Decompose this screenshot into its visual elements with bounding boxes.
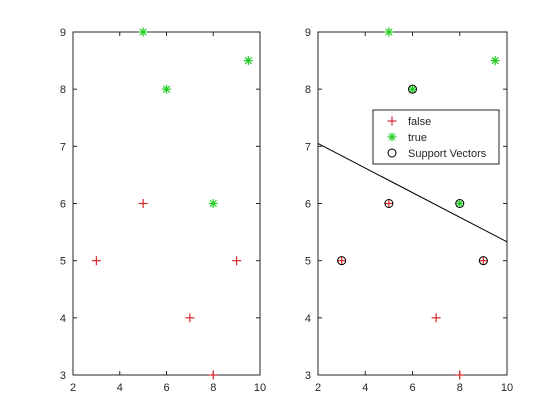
y-tick-label: 5	[60, 256, 66, 268]
legend-marker	[387, 116, 397, 126]
data-point	[490, 56, 500, 66]
data-point	[478, 256, 488, 266]
series-2	[138, 27, 253, 208]
data-point-d2	[456, 199, 464, 208]
y-tick-label: 6	[305, 199, 311, 211]
data-point	[138, 199, 148, 208]
data-point	[185, 313, 195, 323]
legend-label: Support Vectors	[408, 148, 487, 160]
y-tick-label: 4	[305, 313, 311, 325]
x-tick-label: 4	[362, 382, 368, 394]
data-point	[384, 199, 394, 208]
y-tick-label: 7	[60, 141, 66, 153]
data-point	[208, 199, 218, 208]
data-point	[408, 84, 417, 94]
series-support-vectors	[337, 84, 488, 266]
data-point	[384, 199, 394, 208]
x-tick-label: 2	[315, 382, 321, 394]
legend-marker-d2	[388, 133, 396, 141]
y-tick-label: 8	[305, 84, 311, 96]
y-tick-label: 4	[60, 313, 66, 325]
x-tick-label: 10	[501, 382, 513, 394]
chart-panel-2: 2 4 6 8 10 3 4 5 6 7 8 9 false true Support Vectors	[305, 27, 513, 394]
plot-area	[317, 31, 508, 376]
x-tick-label: 4	[117, 382, 123, 394]
x-tick-label: 8	[210, 382, 216, 394]
data-point	[408, 84, 417, 94]
y-tick-label: 3	[60, 370, 66, 382]
x-tick-label: 10	[254, 382, 266, 394]
y-tick-label: 7	[305, 141, 311, 153]
data-point-d2	[491, 56, 499, 65]
x-tick-label: 2	[70, 382, 76, 394]
data-point	[243, 56, 253, 66]
data-point	[162, 84, 171, 94]
data-point-d2	[162, 85, 171, 93]
series-1	[91, 199, 242, 380]
data-point-d2	[139, 28, 147, 36]
data-point	[478, 256, 488, 266]
data-point-d2	[244, 56, 252, 65]
y-tick-label: 9	[60, 27, 66, 39]
y-tick-label: 8	[60, 84, 66, 96]
legend-label: false	[408, 116, 431, 128]
data-point	[455, 199, 465, 208]
plot-area	[72, 31, 261, 376]
data-point	[208, 370, 218, 380]
y-tick-label: 6	[60, 199, 66, 211]
data-point-d2	[408, 85, 417, 93]
x-tick-label: 8	[457, 382, 463, 394]
data-point	[232, 256, 242, 266]
y-tick-label: 9	[305, 27, 311, 39]
data-point	[91, 256, 101, 266]
data-point	[455, 199, 465, 208]
y-tick-label: 3	[305, 370, 311, 382]
series-false	[337, 199, 488, 380]
legend-marker	[387, 148, 397, 158]
series-true	[384, 27, 500, 208]
x-tick-label: 6	[409, 382, 415, 394]
data-point	[138, 27, 148, 37]
x-tick-label: 6	[163, 382, 169, 394]
y-tick-label: 5	[305, 256, 311, 268]
data-point-d2	[385, 28, 393, 36]
decision-boundary-line	[317, 143, 508, 243]
legend: false true Support Vectors	[372, 109, 500, 165]
data-point-d2	[209, 199, 217, 208]
chart-panel-1: 2 4 6 8 10 3 4 5 6 7 8 9	[60, 27, 266, 394]
data-point	[384, 27, 394, 37]
data-point	[337, 256, 347, 266]
data-point	[431, 313, 441, 323]
data-point	[455, 370, 465, 380]
legend-marker	[387, 132, 397, 142]
data-point	[337, 256, 347, 266]
legend-label: true	[408, 132, 427, 144]
